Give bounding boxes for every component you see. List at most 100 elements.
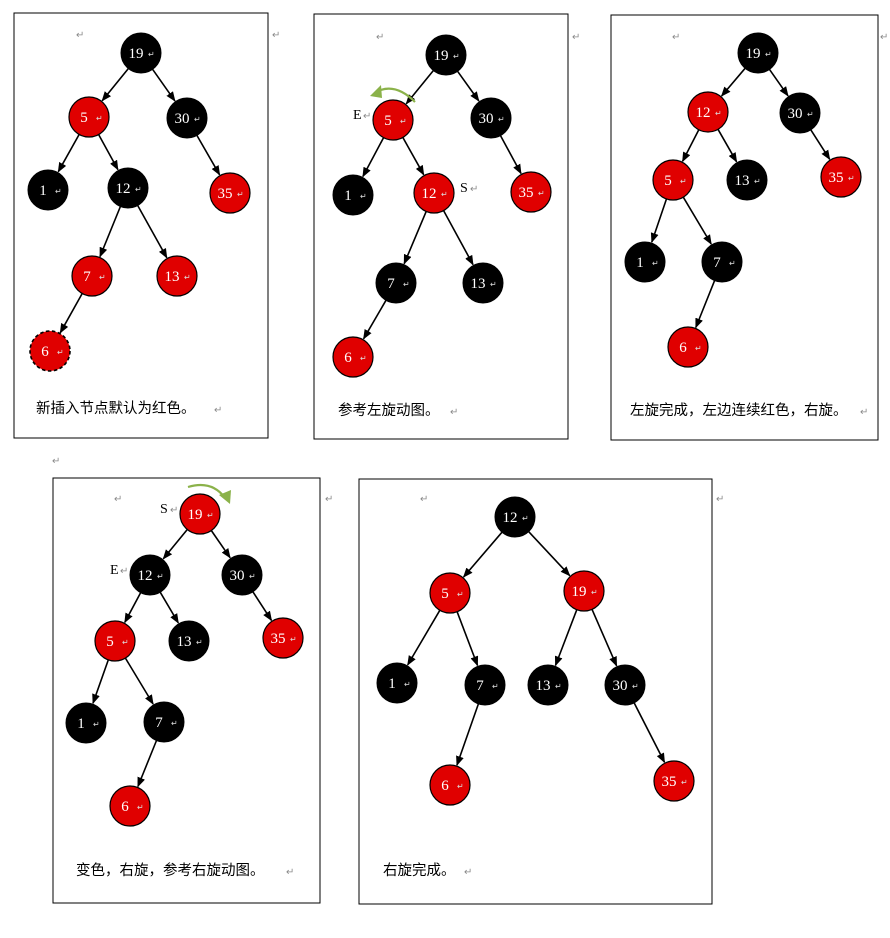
paragraph-mark: ↵ (194, 115, 201, 124)
edge-5-to-7 (682, 196, 712, 245)
black-node-circle (462, 262, 504, 304)
black-node-circle (166, 97, 208, 139)
node-13: 13 ↵ (462, 262, 504, 304)
red-node-circle (109, 785, 151, 827)
node-6: 6 ↵ (332, 336, 374, 378)
edge-5-to-12 (97, 134, 119, 171)
step-caption: 新插入节点默认为红色。 (36, 400, 196, 417)
paragraph-mark: ↵ (441, 190, 448, 199)
edge-5-to-1 (92, 659, 110, 705)
node-7: 7 ↵ (143, 701, 185, 743)
red-node-circle (667, 326, 709, 368)
edge-12-to-13 (442, 210, 474, 266)
edge-12-to-19 (528, 531, 571, 577)
paragraph-mark: ↵ (765, 50, 772, 59)
node-value: 35 (218, 186, 233, 202)
node-30: 30 ↵ (604, 664, 646, 706)
node-5: 5 ↵ (372, 99, 414, 141)
node-19: 19 ↵ (425, 34, 467, 76)
paragraph-mark: ↵ (492, 682, 499, 691)
paragraph-mark: ↵ (237, 190, 244, 199)
node-value: 13 (177, 634, 192, 650)
red-node-circle (510, 171, 552, 213)
black-node-circle (737, 32, 779, 74)
paragraph-mark: ↵ (122, 638, 129, 647)
paragraph-mark: ↵ (55, 187, 62, 196)
node-value: 1 (388, 676, 396, 692)
paragraph-mark: ↵ (695, 344, 702, 353)
node-5: 5 ↵ (429, 572, 471, 614)
node-value: 30 (479, 111, 494, 127)
paragraph-mark: ↵ (681, 778, 688, 787)
node-12: 12 ↵ (687, 91, 729, 133)
paragraph-mark: ↵ (652, 259, 659, 268)
black-node-circle (143, 701, 185, 743)
paragraph-mark: ↵ (470, 184, 478, 195)
node-13: 13 ↵ (527, 664, 569, 706)
node-value: 1 (77, 716, 85, 732)
paragraph-mark: ↵ (170, 505, 178, 516)
paragraph-mark: ↵ (807, 110, 814, 119)
paragraph-mark: ↵ (290, 635, 297, 644)
red-node-circle (653, 760, 695, 802)
edge-12-to-13 (717, 128, 738, 163)
node-value: 1 (636, 255, 644, 271)
black-node-circle (129, 554, 171, 596)
black-node-circle (624, 241, 666, 283)
paragraph-mark: ↵ (171, 719, 178, 728)
node-value: 30 (230, 568, 245, 584)
label-S: S (460, 181, 468, 196)
paragraph-mark: ↵ (457, 590, 464, 599)
node-value: 5 (441, 586, 449, 602)
red-node-circle (94, 620, 136, 662)
red-node-circle (652, 159, 694, 201)
panel-frame (610, 14, 879, 441)
paragraph-mark: ↵ (93, 720, 100, 729)
node-12: 12 ↵ (107, 167, 149, 209)
black-node-circle (604, 664, 646, 706)
edge-19-to-12 (162, 528, 188, 560)
paragraph-mark: ↵ (555, 682, 562, 691)
black-node-circle (527, 664, 569, 706)
paragraph-mark: ↵ (360, 354, 367, 363)
red-node-circle (820, 156, 862, 198)
paragraph-mark: ↵ (363, 111, 371, 122)
node-value: 19 (188, 507, 203, 523)
edge-12-to-13 (159, 591, 179, 624)
black-node-circle (27, 169, 69, 211)
node-value: 12 (696, 105, 711, 121)
node-7: 7 ↵ (71, 255, 113, 297)
node-30: 30 ↵ (470, 97, 512, 139)
edge-19-to-30 (591, 608, 618, 667)
red-node-circle (332, 336, 374, 378)
step-panel-5: ↵12 ↵5 ↵ 19 ↵1 ↵ 7 ↵ 13 ↵ 30 ↵6 ↵ 35 ↵右旋完成。 ↵ (358, 478, 713, 905)
red-node-circle (179, 493, 221, 535)
node-6: 6 ↵ (667, 326, 709, 368)
paragraph-mark: ↵ (729, 259, 736, 268)
edge-12-to-13 (137, 205, 168, 259)
step-caption: 变色，右旋，参考右旋动图。 (76, 862, 265, 879)
node-value: 19 (572, 584, 587, 600)
node-value: 12 (422, 186, 437, 202)
paragraph-mark: ↵ (490, 280, 497, 289)
edge-7-to-6 (59, 293, 83, 334)
paragraph-mark: ↵ (403, 280, 410, 289)
paragraph-mark: ↵ (754, 177, 761, 186)
red-node-circle (262, 617, 304, 659)
paragraph-mark: ↵ (672, 32, 680, 43)
node-value: 13 (735, 173, 750, 189)
edge-30-to-35 (499, 135, 522, 175)
edge-12-to-7 (403, 211, 427, 265)
black-node-circle (107, 167, 149, 209)
black-node-circle (376, 662, 418, 704)
paragraph-mark: ↵ (880, 32, 888, 43)
node-value: 35 (662, 774, 677, 790)
node-13: 13 ↵ (726, 159, 768, 201)
node-12: 12 ↵ (129, 554, 171, 596)
paragraph-mark: ↵ (498, 115, 505, 124)
edge-5-to-7 (124, 657, 154, 705)
paragraph-mark: ↵ (860, 407, 868, 418)
black-node-circle (65, 702, 107, 744)
paragraph-mark: ↵ (848, 174, 855, 183)
black-node-circle (470, 97, 512, 139)
